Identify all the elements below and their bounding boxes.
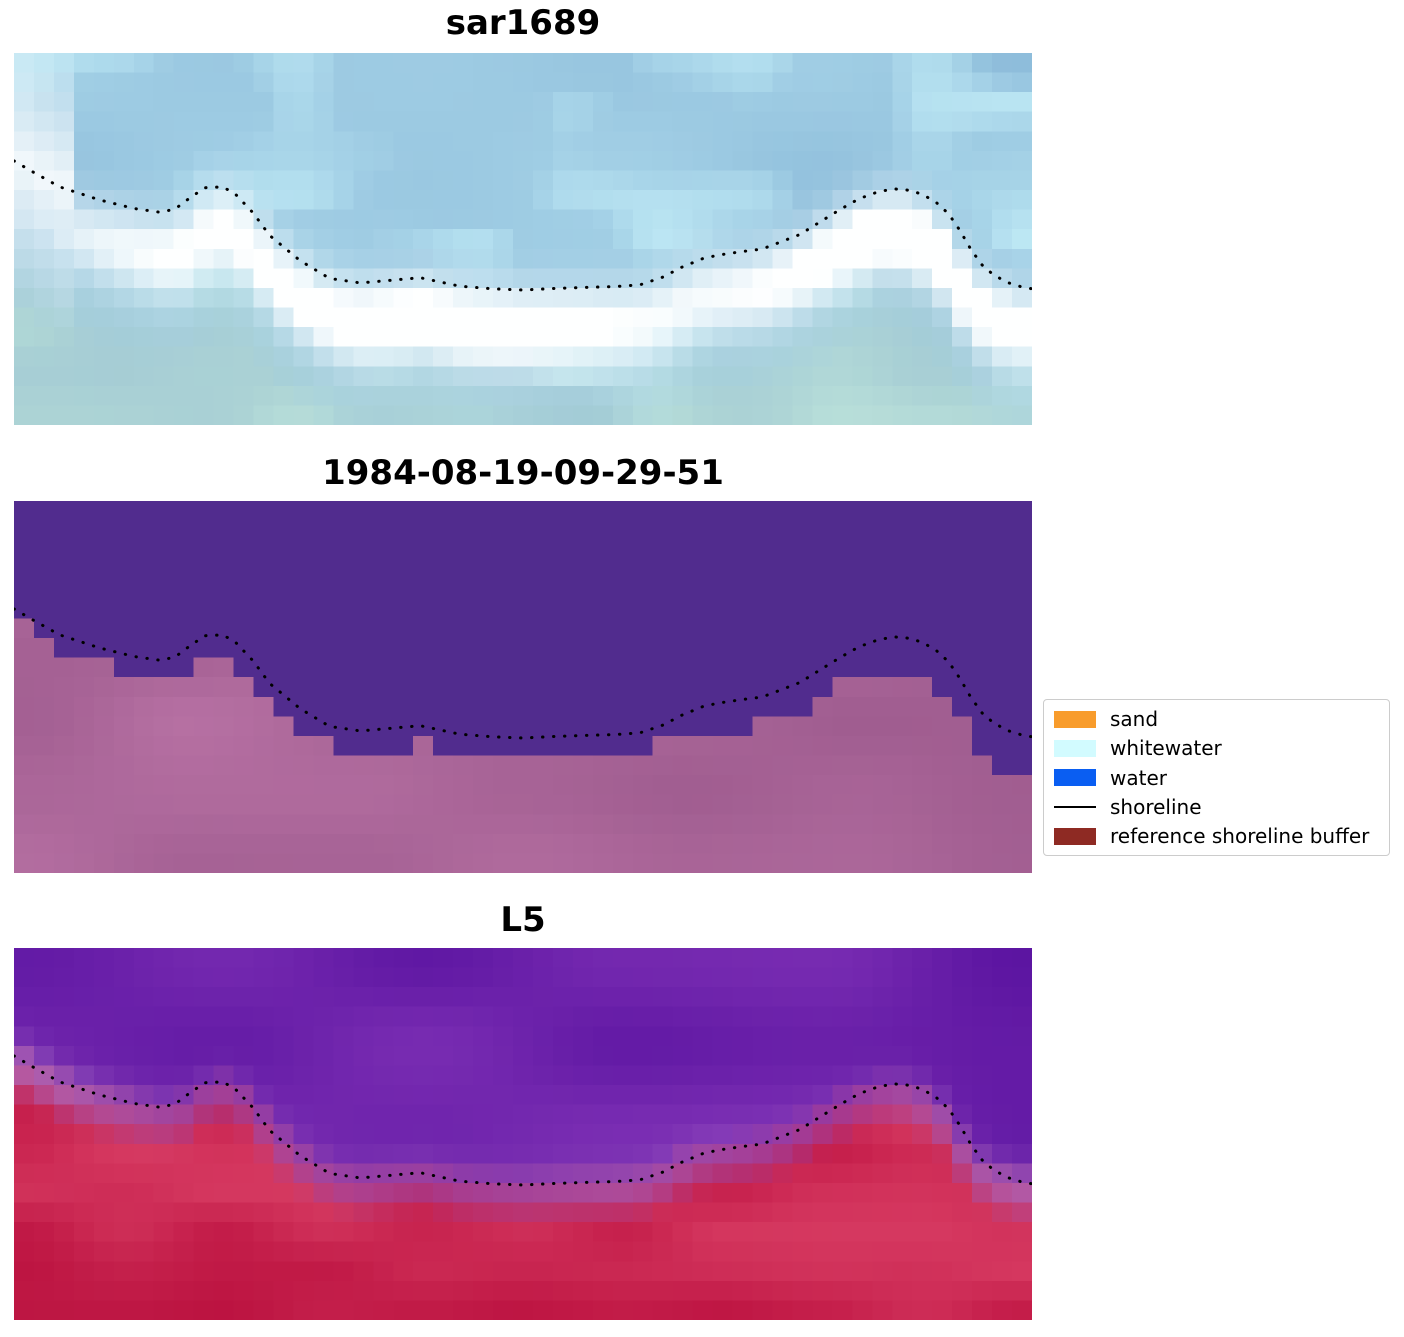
sar-image-canvas xyxy=(14,53,1032,425)
panel-title-sar1689: sar1689 xyxy=(445,3,601,43)
reference-buffer-swatch xyxy=(1054,827,1096,845)
sand-swatch xyxy=(1054,710,1096,728)
panel-image-classified xyxy=(14,501,1032,873)
panel-title-l5: L5 xyxy=(500,900,546,940)
legend-row-reference-buffer: reference shoreline buffer xyxy=(1054,825,1379,847)
legend-label-shoreline: shoreline xyxy=(1110,794,1202,819)
panel-image-sar1689 xyxy=(14,53,1032,425)
panel-image-l5 xyxy=(14,948,1032,1320)
shoreline-dotted-line xyxy=(14,607,1032,740)
shoreline-dotted-line xyxy=(14,159,1032,292)
shoreline-overlay xyxy=(14,607,1032,740)
legend-label-sand: sand xyxy=(1110,707,1159,731)
legend-row-water: water xyxy=(1054,767,1379,789)
legend-label-whitewater: whitewater xyxy=(1110,736,1222,761)
shoreline-overlay xyxy=(14,1054,1032,1187)
legend: sand whitewater water shoreline referenc… xyxy=(1043,699,1390,856)
shoreline-overlay xyxy=(14,159,1032,292)
whitewater-swatch xyxy=(1054,739,1096,757)
water-swatch xyxy=(1054,769,1096,786)
shoreline-dotted-line xyxy=(14,1054,1032,1187)
legend-row-whitewater: whitewater xyxy=(1054,737,1379,759)
legend-label-reference-buffer: reference shoreline buffer xyxy=(1110,824,1370,848)
legend-label-water: water xyxy=(1110,765,1167,790)
legend-row-shoreline: shoreline xyxy=(1054,796,1379,818)
panel-title-date: 1984-08-19-09-29-51 xyxy=(322,453,724,493)
l5-image-canvas xyxy=(14,948,1032,1320)
legend-row-sand: sand xyxy=(1054,708,1379,730)
classified-image-canvas xyxy=(14,501,1032,873)
shoreline-line-swatch xyxy=(1054,805,1096,808)
